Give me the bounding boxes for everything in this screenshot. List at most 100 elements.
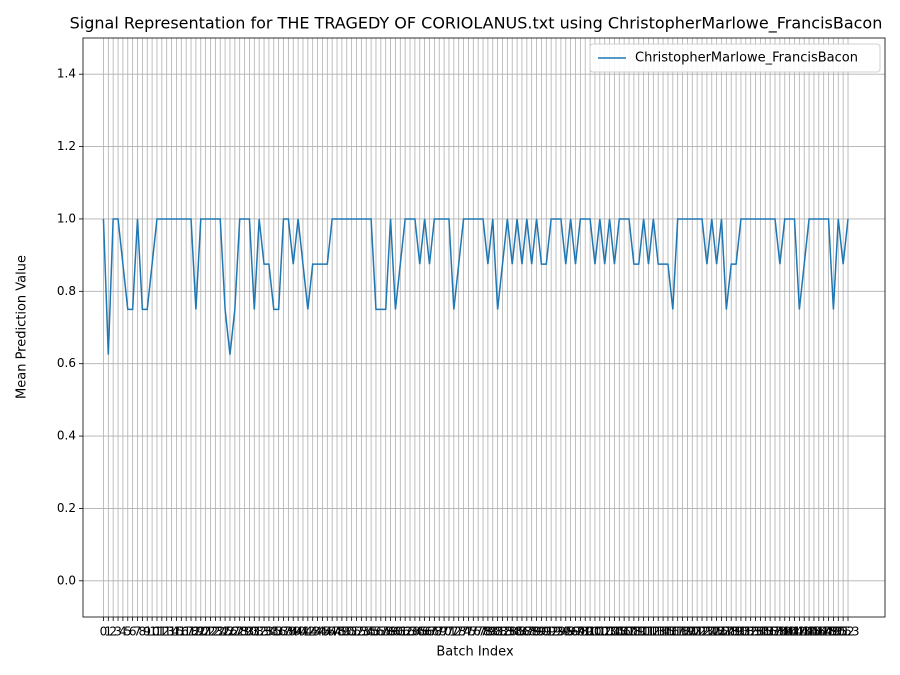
x-tick-label: 103 (593, 625, 616, 639)
x-tick-label: 33 (256, 625, 271, 639)
x-tick-label: 57 (373, 625, 388, 639)
x-tick-label: 13 (159, 625, 174, 639)
x-tick-label: 97 (568, 625, 583, 639)
x-tick-label: 143 (788, 625, 811, 639)
x-tick-label: 3 (114, 625, 122, 639)
x-tick-label: 77 (471, 625, 486, 639)
x-tick-label: 92 (544, 625, 559, 639)
x-tick-label: 10 (144, 625, 159, 639)
x-tick-label: 140 (773, 625, 796, 639)
x-tick-label: 111 (632, 625, 655, 639)
x-tick-label: 74 (456, 625, 471, 639)
x-tick-label: 95 (558, 625, 573, 639)
x-tick-label: 152 (832, 625, 855, 639)
x-tick-label: 22 (203, 625, 218, 639)
x-tick-label: 144 (793, 625, 816, 639)
x-tick-label: 115 (652, 625, 675, 639)
x-tick-label: 86 (514, 625, 529, 639)
x-tick-label: 153 (837, 625, 860, 639)
y-tick-label: 1.4 (57, 67, 76, 81)
x-tick-label: 107 (613, 625, 636, 639)
x-tick-label: 59 (383, 625, 398, 639)
x-tick-label: 141 (778, 625, 801, 639)
x-tick-label: 60 (388, 625, 403, 639)
x-tick-label: 70 (436, 625, 451, 639)
x-tick-label: 142 (783, 625, 806, 639)
x-tick-label: 46 (320, 625, 335, 639)
y-tick-label: 0.2 (57, 501, 76, 515)
legend-label: ChristopherMarlowe_FrancisBacon (635, 51, 858, 66)
x-tick-label: 139 (768, 625, 791, 639)
x-tick-label: 36 (271, 625, 286, 639)
x-axis-label: Batch Index (436, 645, 514, 660)
x-tick-label: 100 (579, 625, 602, 639)
x-tick-label: 120 (676, 625, 699, 639)
x-tick-label: 109 (622, 625, 645, 639)
x-tick-label: 116 (657, 625, 680, 639)
x-tick-label: 99 (578, 625, 593, 639)
x-tick-label: 126 (705, 625, 728, 639)
x-tick-label: 80 (485, 625, 500, 639)
x-tick-label: 21 (198, 625, 213, 639)
x-tick-label: 71 (441, 625, 456, 639)
x-tick-label: 72 (446, 625, 461, 639)
x-tick-label: 131 (729, 625, 752, 639)
x-tick-label: 125 (700, 625, 723, 639)
x-tick-label: 66 (417, 625, 432, 639)
x-tick-label: 17 (179, 625, 194, 639)
x-tick-label: 150 (822, 625, 845, 639)
x-tick-label: 113 (642, 625, 665, 639)
x-tick-label: 49 (334, 625, 349, 639)
x-tick-label: 65 (412, 625, 427, 639)
x-tick-label: 127 (710, 625, 733, 639)
x-tick-label: 55 (363, 625, 378, 639)
x-tick-label: 29 (237, 625, 252, 639)
x-tick-label: 105 (603, 625, 626, 639)
x-tick-label: 132 (734, 625, 757, 639)
x-tick-label: 124 (695, 625, 718, 639)
x-tick-label: 5 (124, 625, 132, 639)
x-tick-label: 110 (627, 625, 650, 639)
x-tick-label: 134 (744, 625, 767, 639)
x-tick-label: 16 (174, 625, 189, 639)
x-tick-label: 67 (422, 625, 437, 639)
x-tick-label: 24 (213, 625, 228, 639)
x-tick-label: 106 (608, 625, 631, 639)
x-tick-label: 48 (329, 625, 344, 639)
x-tick-label: 82 (495, 625, 510, 639)
x-tick-label: 8 (139, 625, 147, 639)
x-tick-label: 146 (802, 625, 825, 639)
x-tick-label: 84 (505, 625, 520, 639)
x-tick-label: 69 (432, 625, 447, 639)
x-tick-label: 45 (315, 625, 330, 639)
x-tick-label: 79 (480, 625, 495, 639)
x-tick-label: 123 (691, 625, 714, 639)
x-tick-label: 12 (154, 625, 169, 639)
data-line (102, 218, 849, 355)
x-tick-label: 121 (681, 625, 704, 639)
x-tick-label: 23 (208, 625, 223, 639)
x-tick-label: 53 (354, 625, 369, 639)
x-tick-label: 89 (529, 625, 544, 639)
x-tick-label: 31 (247, 625, 262, 639)
x-tick-label: 98 (573, 625, 588, 639)
x-tick-label: 1 (104, 625, 112, 639)
x-tick-label: 83 (500, 625, 515, 639)
x-tick-label: 117 (661, 625, 684, 639)
x-tick-label: 75 (461, 625, 476, 639)
x-tick-label: 41 (295, 625, 310, 639)
y-tick-label: 1.0 (57, 211, 76, 225)
x-tick-label: 51 (344, 625, 359, 639)
x-tick-label: 138 (764, 625, 787, 639)
x-tick-label: 136 (754, 625, 777, 639)
x-tick-label: 129 (720, 625, 743, 639)
x-tick-label: 39 (286, 625, 301, 639)
x-tick-label: 96 (563, 625, 578, 639)
x-tick-label: 18 (183, 625, 198, 639)
x-tick-label: 11 (149, 625, 164, 639)
x-tick-label: 90 (534, 625, 549, 639)
x-tick-label: 9 (143, 625, 151, 639)
x-tick-label: 40 (290, 625, 305, 639)
x-tick-label: 27 (227, 625, 242, 639)
